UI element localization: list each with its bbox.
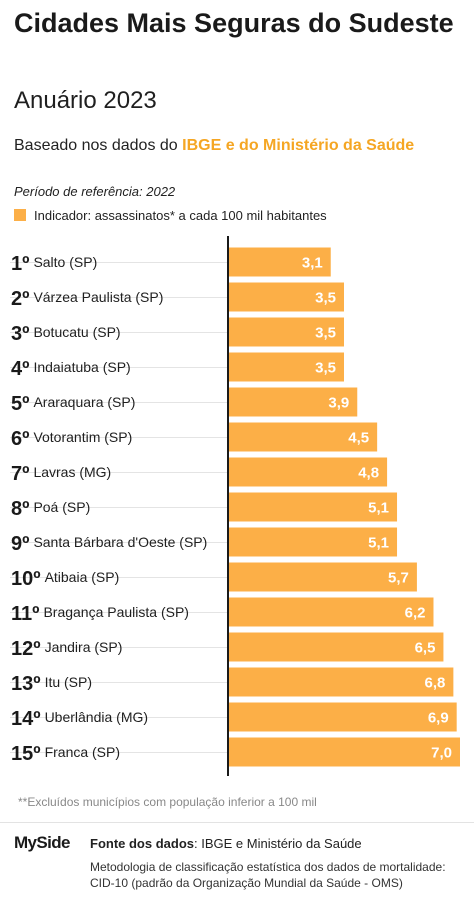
rank-label: 15º bbox=[11, 743, 41, 765]
bar bbox=[228, 422, 378, 452]
data-source-label: Fonte dos dados bbox=[90, 836, 194, 851]
data-basis-text: Baseado nos dados do IBGE e do Ministéri… bbox=[14, 135, 414, 157]
rank-label: 4º bbox=[11, 358, 29, 380]
city-label: Várzea Paulista (SP) bbox=[33, 289, 163, 305]
bar bbox=[228, 492, 398, 522]
value-label: 5,1 bbox=[368, 500, 389, 517]
city-label: Itu (SP) bbox=[45, 674, 92, 690]
rank-label: 1º bbox=[11, 253, 29, 275]
rank-label: 5º bbox=[11, 393, 29, 415]
reference-period: Período de referência: 2022 bbox=[14, 184, 176, 199]
rank-label: 9º bbox=[11, 533, 29, 555]
bar bbox=[228, 667, 454, 697]
value-label: 6,8 bbox=[425, 675, 446, 692]
footer-divider bbox=[0, 822, 474, 823]
city-label: Poá (SP) bbox=[33, 499, 90, 515]
city-label: Lavras (MG) bbox=[33, 464, 111, 480]
city-label: Atibaia (SP) bbox=[45, 569, 120, 585]
city-label: Bragança Paulista (SP) bbox=[43, 604, 189, 620]
bar bbox=[228, 282, 344, 312]
bar bbox=[228, 352, 344, 382]
rank-label: 3º bbox=[11, 323, 29, 345]
city-label: Santa Bárbara d'Oeste (SP) bbox=[33, 534, 207, 550]
value-label: 7,0 bbox=[431, 745, 452, 762]
value-label: 4,5 bbox=[348, 430, 369, 447]
data-basis-prefix: Baseado nos dados do bbox=[14, 137, 183, 154]
data-source: Fonte dos dados: IBGE e Ministério da Sa… bbox=[90, 836, 362, 851]
city-label: Jandira (SP) bbox=[45, 639, 123, 655]
methodology-note: Metodologia de classificação estatística… bbox=[90, 860, 446, 890]
city-label: Araraquara (SP) bbox=[33, 394, 135, 410]
value-label: 5,7 bbox=[388, 570, 409, 587]
footnote: **Excluídos municípios com população inf… bbox=[18, 795, 317, 809]
rank-label: 14º bbox=[11, 708, 41, 730]
bar bbox=[228, 457, 388, 487]
value-label: 3,9 bbox=[328, 395, 349, 412]
value-label: 5,1 bbox=[368, 535, 389, 552]
value-label: 3,5 bbox=[315, 325, 336, 342]
bar bbox=[228, 387, 358, 417]
value-label: 6,5 bbox=[415, 640, 436, 657]
bar bbox=[228, 737, 460, 767]
value-label: 4,8 bbox=[358, 465, 379, 482]
bar bbox=[228, 632, 444, 662]
city-label: Salto (SP) bbox=[33, 254, 97, 270]
bar-chart: 1º Salto (SP) 3,1 2º Várzea Paulista (SP) 3,5… bbox=[10, 236, 460, 776]
value-label: 6,9 bbox=[428, 710, 449, 727]
value-label: 3,5 bbox=[315, 360, 336, 377]
myside-logo: MySide bbox=[14, 833, 71, 852]
data-source-text: : IBGE e Ministério da Saúde bbox=[194, 836, 362, 851]
bar bbox=[228, 247, 331, 277]
city-label: Botucatu (SP) bbox=[33, 324, 120, 340]
legend-label: Indicador: assassinatos* a cada 100 mil … bbox=[34, 207, 327, 223]
city-label: Votorantim (SP) bbox=[33, 429, 132, 445]
chart-title: Cidades Mais Seguras do Sudeste bbox=[14, 8, 454, 38]
rank-label: 7º bbox=[11, 463, 29, 485]
city-label: Uberlândia (MG) bbox=[45, 709, 148, 725]
bar bbox=[228, 527, 398, 557]
value-label: 3,1 bbox=[302, 255, 323, 272]
rank-label: 8º bbox=[11, 498, 29, 520]
bar bbox=[228, 597, 434, 627]
rank-label: 11º bbox=[11, 603, 39, 625]
legend: Indicador: assassinatos* a cada 100 mil … bbox=[14, 206, 327, 224]
value-label: 6,2 bbox=[405, 605, 426, 622]
chart-subtitle: Anuário 2023 bbox=[14, 87, 157, 114]
bar bbox=[228, 702, 457, 732]
data-basis-highlight: IBGE e do Ministério da Saúde bbox=[182, 137, 415, 154]
rank-label: 12º bbox=[11, 638, 41, 660]
bar bbox=[228, 562, 417, 592]
rank-label: 6º bbox=[11, 428, 29, 450]
city-label: Indaiatuba (SP) bbox=[33, 359, 130, 375]
rank-label: 2º bbox=[11, 288, 29, 310]
city-label: Franca (SP) bbox=[45, 744, 120, 760]
rank-label: 10º bbox=[11, 568, 41, 590]
bar bbox=[228, 317, 344, 347]
rank-label: 13º bbox=[11, 673, 41, 695]
value-label: 3,5 bbox=[315, 290, 336, 307]
legend-swatch bbox=[14, 209, 26, 221]
